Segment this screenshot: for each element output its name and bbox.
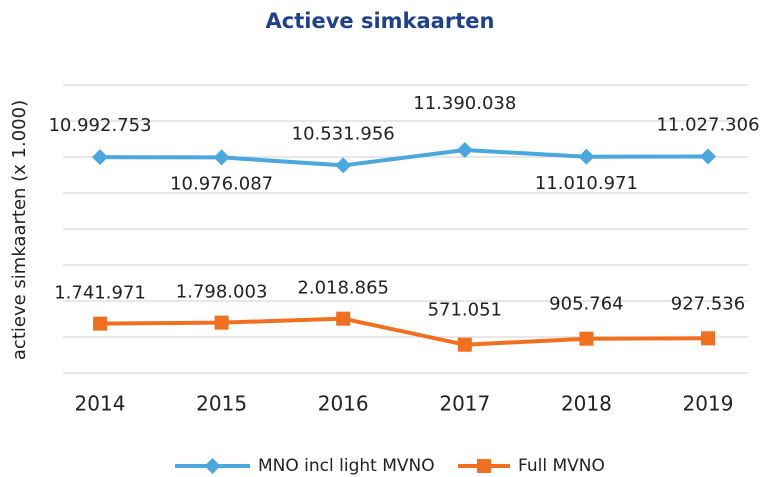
- marker: [700, 148, 716, 165]
- x-tick-label: 2017: [439, 392, 490, 416]
- data-label: 10.976.087: [170, 173, 273, 194]
- data-label: 11.390.038: [413, 93, 516, 114]
- data-label: 905.764: [549, 294, 623, 315]
- data-label: 927.536: [671, 293, 745, 314]
- marker: [456, 141, 473, 158]
- marker: [93, 316, 107, 331]
- marker: [457, 337, 472, 352]
- legend-label: MNO incl light MVNO: [258, 456, 435, 476]
- line: [99, 147, 709, 168]
- x-tick-label: 2014: [75, 392, 126, 416]
- line: [99, 316, 709, 347]
- data-label: 571.051: [428, 300, 502, 321]
- x-tick-label: 2018: [561, 392, 612, 416]
- marker: [578, 148, 595, 165]
- marker: [92, 149, 108, 166]
- data-label: 2.018.865: [297, 278, 389, 299]
- chart-title: Actieve simkaarten: [266, 9, 495, 33]
- data-label: 1.798.003: [176, 282, 268, 303]
- legend-label: Full MVNO: [518, 456, 605, 476]
- marker: [335, 157, 352, 174]
- marker: [701, 331, 715, 346]
- data-label: 11.027.306: [656, 115, 759, 136]
- data-label: 1.741.971: [54, 283, 146, 304]
- data-label: 10.531.956: [292, 123, 395, 144]
- marker: [579, 331, 594, 346]
- data-label: 11.010.971: [535, 173, 638, 194]
- x-tick-label: 2015: [196, 392, 247, 416]
- x-tick-label: 2016: [318, 392, 369, 416]
- data-label: 10.992.753: [48, 115, 151, 136]
- x-tick-label: 2019: [683, 392, 734, 416]
- marker: [214, 315, 229, 330]
- marker: [336, 311, 351, 326]
- y-axis-label: actieve simkaarten (x 1.000): [9, 100, 30, 360]
- marker: [213, 149, 230, 166]
- legend-marker: [204, 458, 221, 474]
- legend-marker: [477, 459, 491, 473]
